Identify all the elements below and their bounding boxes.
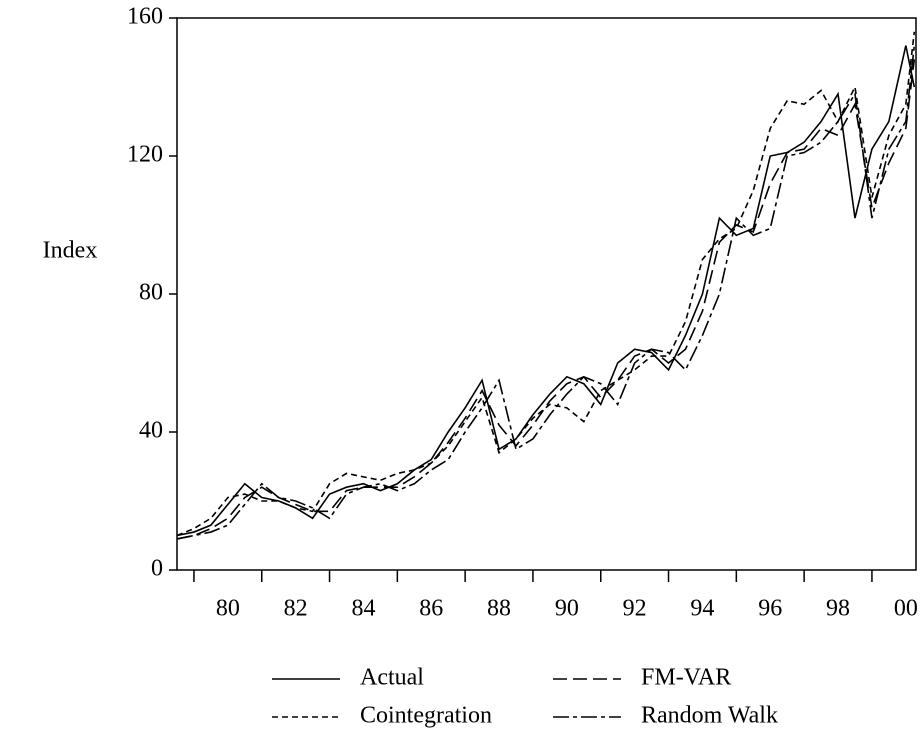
plot-frame (176, 17, 917, 571)
x-tick-label: 94 (690, 596, 714, 622)
x-tick-label: 86 (419, 596, 443, 622)
x-tick-label: 82 (284, 596, 308, 622)
x-tick-label: 80 (216, 596, 240, 622)
y-tick-label: 0 (151, 556, 163, 582)
x-tick-label: 90 (555, 596, 579, 622)
x-tick-label: 92 (623, 596, 647, 622)
legend-label: Cointegration (360, 703, 492, 729)
x-tick-label: 96 (758, 596, 782, 622)
legend-label: Random Walk (641, 703, 778, 729)
series-line (176, 31, 916, 537)
x-tick-label: 00 (894, 596, 918, 622)
y-tick-label: 160 (127, 4, 163, 30)
x-tick-label: 84 (351, 596, 375, 622)
legend-label: Actual (360, 665, 424, 691)
y-axis-label: Index (43, 238, 98, 264)
y-tick-label: 120 (127, 142, 163, 168)
series-line (176, 45, 916, 540)
x-tick-label: 88 (487, 596, 511, 622)
series-line (176, 45, 916, 537)
series-line (176, 59, 916, 540)
y-tick-label: 80 (139, 280, 163, 306)
y-tick-label: 40 (139, 418, 163, 444)
x-tick-label: 98 (826, 596, 850, 622)
legend-label: FM-VAR (641, 665, 731, 691)
